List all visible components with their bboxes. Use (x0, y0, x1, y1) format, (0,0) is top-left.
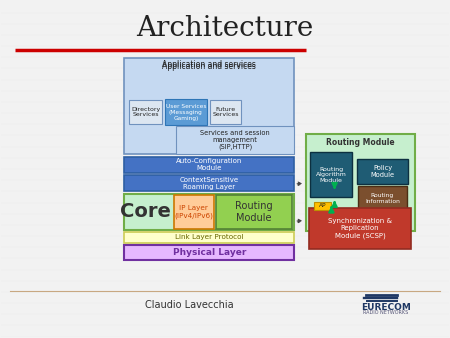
Text: User Services
(Messaging
Gaming): User Services (Messaging Gaming) (166, 104, 206, 121)
FancyBboxPatch shape (315, 201, 332, 210)
Text: Link Layer Protocol: Link Layer Protocol (175, 234, 243, 240)
FancyBboxPatch shape (124, 175, 294, 191)
Text: Services and session
management
(SIP,HTTP): Services and session management (SIP,HTT… (200, 130, 270, 150)
Text: Future
Services: Future Services (212, 106, 238, 117)
Text: Routing
Module: Routing Module (235, 201, 273, 223)
FancyBboxPatch shape (124, 245, 294, 260)
FancyBboxPatch shape (176, 126, 294, 154)
FancyBboxPatch shape (174, 195, 214, 229)
FancyBboxPatch shape (124, 157, 294, 173)
FancyBboxPatch shape (309, 208, 411, 249)
Text: Core: Core (120, 202, 171, 221)
Text: RADIO NETWORKS: RADIO NETWORKS (364, 310, 409, 315)
Text: Routing Module: Routing Module (326, 139, 395, 147)
Text: Routing
Algorithm
Module: Routing Algorithm Module (316, 167, 346, 183)
Text: ContextSensitive
Roaming Layer: ContextSensitive Roaming Layer (180, 177, 239, 190)
Text: AP: AP (319, 203, 327, 208)
FancyBboxPatch shape (124, 232, 294, 243)
Text: Auto-Configuration
Module: Auto-Configuration Module (176, 159, 243, 171)
FancyBboxPatch shape (165, 99, 207, 125)
FancyBboxPatch shape (306, 134, 415, 231)
Text: Application and services: Application and services (162, 60, 256, 69)
FancyBboxPatch shape (357, 159, 408, 184)
FancyBboxPatch shape (310, 152, 352, 197)
FancyBboxPatch shape (358, 186, 406, 211)
Text: Synchronization &
Replication
Module (SCSP): Synchronization & Replication Module (SC… (328, 218, 392, 239)
Text: Routing
Information: Routing Information (365, 193, 400, 204)
Text: IP Layer
(IPv4/IPv6): IP Layer (IPv4/IPv6) (174, 205, 213, 219)
FancyBboxPatch shape (124, 194, 294, 230)
FancyBboxPatch shape (216, 195, 292, 229)
FancyBboxPatch shape (129, 100, 162, 124)
Text: Policy
Module: Policy Module (371, 165, 395, 178)
Text: Directory
Services: Directory Services (131, 106, 160, 117)
FancyBboxPatch shape (124, 58, 294, 154)
Text: Architecture: Architecture (136, 15, 314, 42)
Text: Application and services: Application and services (162, 63, 256, 71)
Text: Claudio Lavecchia: Claudio Lavecchia (145, 300, 234, 310)
Text: EURECOM: EURECOM (361, 303, 411, 312)
Text: Physical Layer: Physical Layer (173, 248, 246, 257)
FancyBboxPatch shape (210, 100, 241, 124)
